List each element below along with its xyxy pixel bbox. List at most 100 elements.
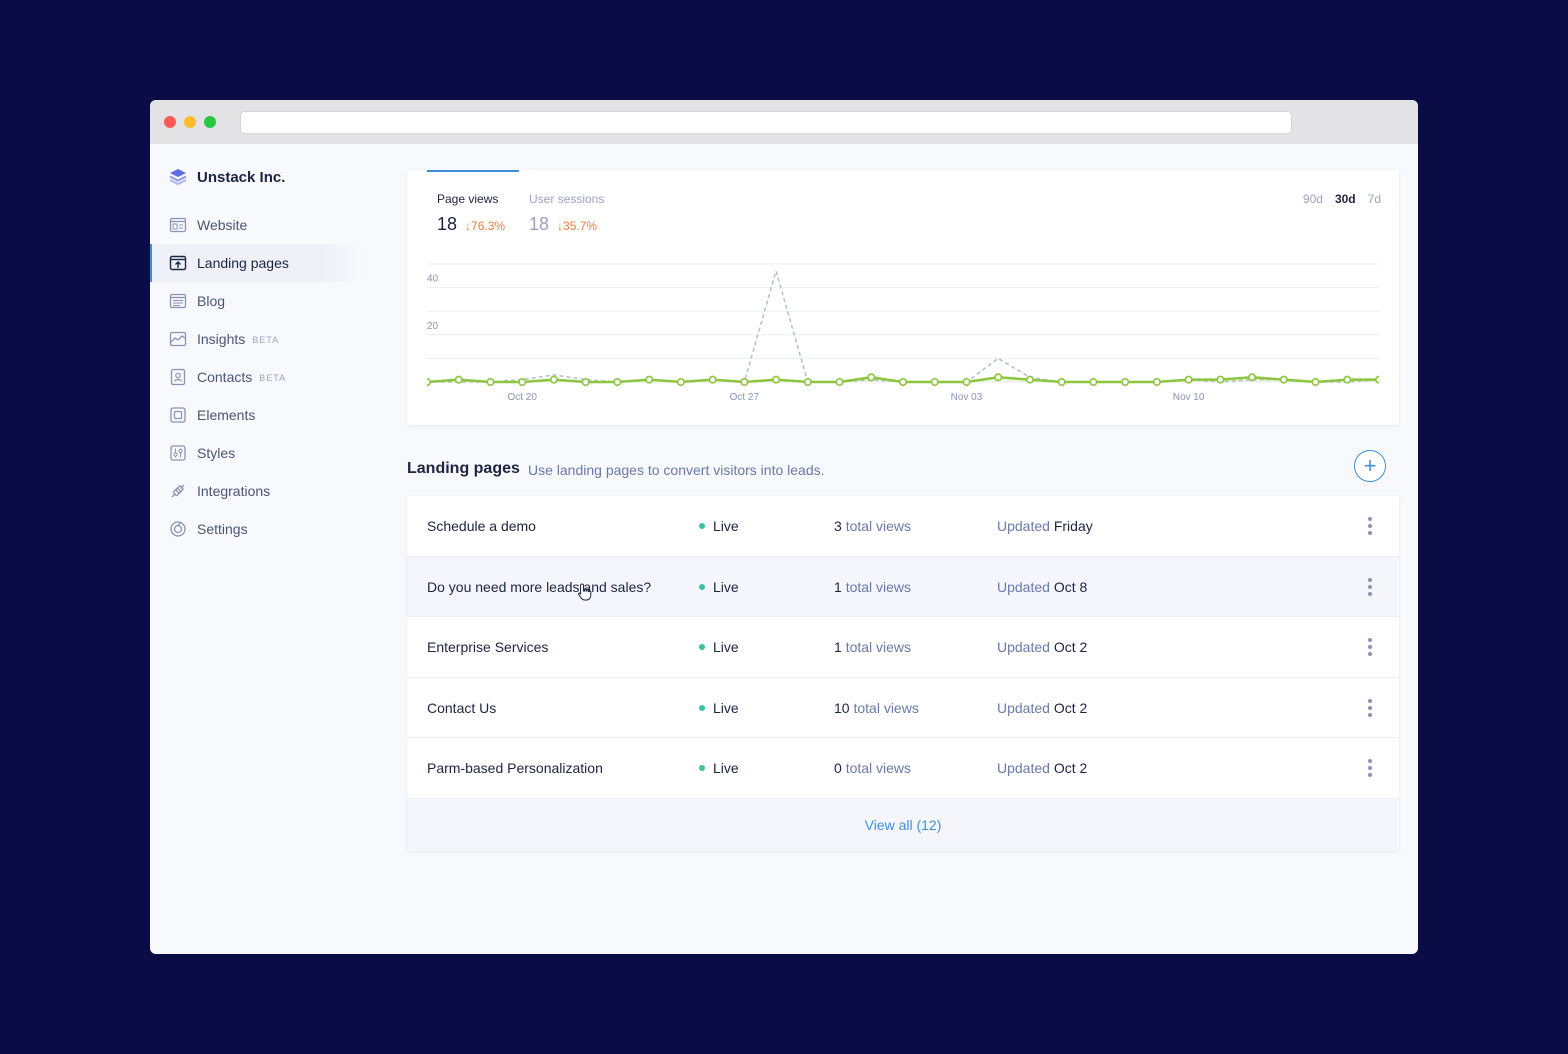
- styles-icon: [170, 445, 186, 461]
- metric-user-sessions[interactable]: User sessions 18 ↓35.7%: [529, 192, 604, 235]
- sidebar-item-styles[interactable]: Styles: [150, 434, 365, 472]
- data-point[interactable]: [803, 378, 812, 387]
- data-point[interactable]: [1375, 375, 1379, 384]
- sidebar-item-settings[interactable]: Settings: [150, 510, 365, 548]
- data-point[interactable]: [1057, 378, 1066, 387]
- data-point[interactable]: [772, 375, 781, 384]
- add-landing-page-button[interactable]: +: [1354, 450, 1386, 482]
- data-point[interactable]: [994, 373, 1003, 382]
- updated-date: Updated Oct 2: [997, 639, 1088, 655]
- more-options-icon[interactable]: [1367, 638, 1373, 656]
- more-options-icon[interactable]: [1367, 698, 1373, 717]
- status-badge: Live: [699, 760, 739, 776]
- status-dot: [699, 523, 705, 529]
- page-name[interactable]: Parm-based Personalization: [427, 760, 603, 776]
- view-count: 0 total views: [834, 760, 912, 776]
- page-name[interactable]: Enterprise Services: [427, 639, 549, 655]
- table-row[interactable]: Do you need more leads and sales? Live 1 t…: [407, 556, 1399, 617]
- more-options-icon[interactable]: [1367, 759, 1373, 777]
- data-point[interactable]: [1279, 375, 1288, 384]
- browser-window: Unstack Inc. Website Landing pages Blog Ins…: [150, 100, 1418, 954]
- sidebar-item-blog[interactable]: Blog: [150, 282, 365, 320]
- status-badge: Live: [699, 700, 739, 716]
- y-tick-label: 20: [427, 321, 439, 332]
- section-subtitle: Use landing pages to convert visitors in…: [528, 462, 825, 478]
- page-name[interactable]: Do you need more leads and sales?: [427, 578, 652, 595]
- data-point[interactable]: [1343, 375, 1352, 384]
- beta-badge: BETA: [259, 373, 287, 383]
- minimize-window-button[interactable]: [184, 116, 196, 128]
- view-all-link[interactable]: View all (12): [407, 798, 1399, 851]
- layers-logo-icon: [169, 169, 187, 186]
- close-window-button[interactable]: [164, 116, 176, 128]
- sidebar-nav: Website Landing pages Blog Insights BETA Cont…: [150, 206, 365, 548]
- sidebar-item-elements[interactable]: Elements: [150, 396, 365, 434]
- table-row[interactable]: Enterprise Services Live 1 total views Upda…: [407, 617, 1399, 678]
- sidebar-item-label: Insights: [197, 331, 246, 347]
- status-dot: [699, 765, 705, 771]
- y-tick-label: 40: [427, 274, 439, 285]
- x-tick-label: Oct 27: [730, 392, 760, 403]
- metric-value: 18: [529, 214, 550, 234]
- landing-pages-icon: [169, 255, 187, 271]
- data-point[interactable]: [1089, 378, 1098, 387]
- sidebar-item-website[interactable]: Website: [150, 206, 365, 244]
- data-point[interactable]: [740, 378, 749, 387]
- metric-value: 18: [437, 214, 458, 234]
- x-tick-label: Nov 10: [1173, 392, 1205, 403]
- sidebar-item-contacts[interactable]: Contacts BETA: [150, 358, 365, 396]
- data-point[interactable]: [1121, 378, 1130, 387]
- table-row[interactable]: Contact Us Live 10 total views Updated Oct …: [407, 678, 1399, 738]
- data-point[interactable]: [613, 378, 622, 387]
- data-point[interactable]: [427, 378, 431, 386]
- range-7d[interactable]: 7d: [1367, 192, 1381, 206]
- data-point[interactable]: [518, 378, 527, 387]
- maximize-window-button[interactable]: [204, 116, 216, 128]
- metric-page-views[interactable]: Page views 18 ↓76.3%: [437, 192, 505, 235]
- range-90d[interactable]: 90d: [1302, 192, 1323, 206]
- data-point[interactable]: [1184, 375, 1193, 384]
- data-point[interactable]: [549, 375, 558, 384]
- data-point[interactable]: [676, 378, 685, 387]
- more-options-icon[interactable]: [1367, 577, 1373, 596]
- sidebar-item-integrations[interactable]: Integrations: [150, 472, 365, 510]
- data-point[interactable]: [898, 378, 907, 387]
- data-point[interactable]: [1216, 375, 1225, 384]
- data-point[interactable]: [930, 378, 939, 387]
- data-point[interactable]: [708, 375, 717, 384]
- more-options-icon[interactable]: [1367, 517, 1373, 535]
- status-badge: Live: [699, 639, 739, 655]
- data-point[interactable]: [867, 373, 876, 382]
- metric-label: User sessions: [529, 192, 605, 206]
- sidebar-item-landing-pages[interactable]: Landing pages: [150, 244, 365, 282]
- sidebar-item-label: Contacts: [197, 369, 253, 385]
- sidebar-item-label: Integrations: [197, 483, 271, 499]
- data-point[interactable]: [581, 378, 590, 387]
- data-point[interactable]: [454, 375, 463, 384]
- data-point[interactable]: [962, 378, 971, 387]
- updated-date: Updated Friday: [997, 518, 1093, 534]
- table-row[interactable]: Parm-based Personalization Live 0 total vi…: [407, 738, 1399, 799]
- data-point[interactable]: [486, 378, 495, 387]
- range-30d[interactable]: 30d: [1334, 192, 1356, 206]
- table-row[interactable]: Schedule a demo Live 3 total views Updated …: [407, 496, 1399, 557]
- data-point[interactable]: [1311, 378, 1320, 387]
- updated-date: Updated Oct 2: [997, 760, 1088, 776]
- page-name[interactable]: Contact Us: [427, 699, 497, 716]
- address-bar[interactable]: [240, 111, 1292, 134]
- data-point[interactable]: [645, 375, 654, 384]
- sidebar-item-insights[interactable]: Insights BETA: [150, 320, 365, 358]
- data-point[interactable]: [1248, 373, 1257, 382]
- page-name[interactable]: Schedule a demo: [427, 518, 536, 534]
- range-selector: 90d 30d 7d: [1303, 192, 1381, 206]
- updated-date: Updated Oct 8: [997, 578, 1088, 595]
- brand[interactable]: Unstack Inc.: [169, 168, 285, 186]
- landing-pages-header: Landing pages Use landing pages to conve…: [407, 450, 1399, 492]
- data-point[interactable]: [1025, 375, 1034, 384]
- metric-change: ↓35.7%: [557, 219, 598, 233]
- data-point[interactable]: [835, 378, 844, 387]
- x-tick-label: Nov 03: [951, 392, 983, 403]
- data-point[interactable]: [1152, 378, 1161, 387]
- status-dot: [699, 583, 705, 590]
- landing-pages-table: Schedule a demo Live 3 total views Updated …: [407, 496, 1399, 851]
